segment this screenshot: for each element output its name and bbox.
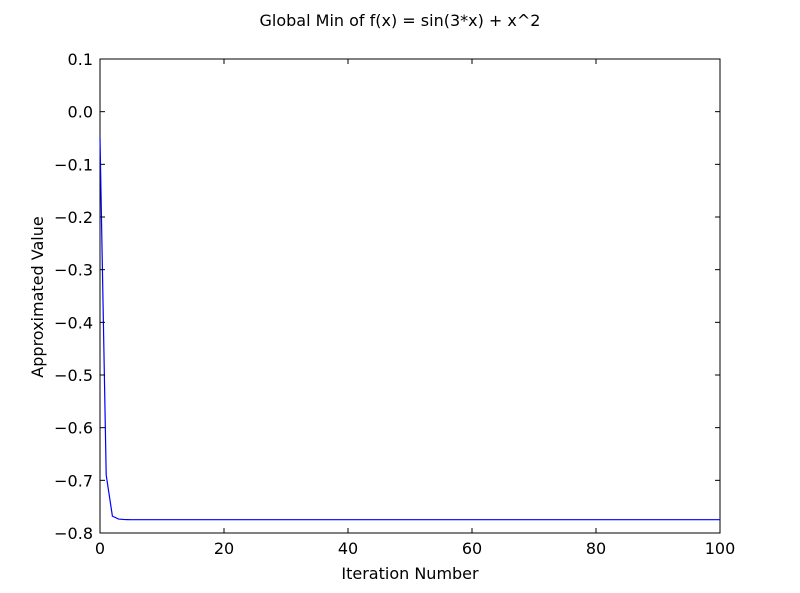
x-tick-label: 20 — [214, 539, 234, 558]
y-tick-label: −0.3 — [54, 261, 93, 280]
y-tick-label: −0.6 — [54, 419, 93, 438]
x-tick-label: 40 — [338, 539, 358, 558]
chart-title: Global Min of f(x) = sin(3*x) + x^2 — [260, 11, 541, 30]
y-tick-label: 0.0 — [68, 103, 93, 122]
y-tick-label: −0.5 — [54, 366, 93, 385]
y-axis: 0.1 0.0 −0.1 −0.2 −0.3 −0.4 −0.5 −0.6 −0.7 −0.8 — [54, 50, 720, 543]
y-tick-label: −0.4 — [54, 313, 93, 332]
y-tick-label: −0.1 — [54, 155, 93, 174]
y-axis-label: Approximated Value — [28, 216, 47, 377]
y-tick-label: 0.1 — [68, 50, 93, 69]
y-tick-label: −0.7 — [54, 471, 93, 490]
plot-area — [99, 58, 721, 534]
y-tick-label: −0.2 — [54, 208, 93, 227]
x-tick-label: 60 — [462, 539, 482, 558]
x-axis: 0 20 40 60 80 100 — [95, 59, 735, 558]
x-tick-label: 100 — [705, 539, 736, 558]
series-line-0 — [99, 137, 720, 521]
y-tick-label: −0.8 — [54, 524, 93, 543]
x-tick-label: 80 — [586, 539, 606, 558]
series-layer — [99, 137, 720, 521]
x-axis-label: Iteration Number — [341, 564, 479, 583]
x-tick-label: 0 — [95, 539, 105, 558]
plot-frame — [99, 58, 721, 534]
